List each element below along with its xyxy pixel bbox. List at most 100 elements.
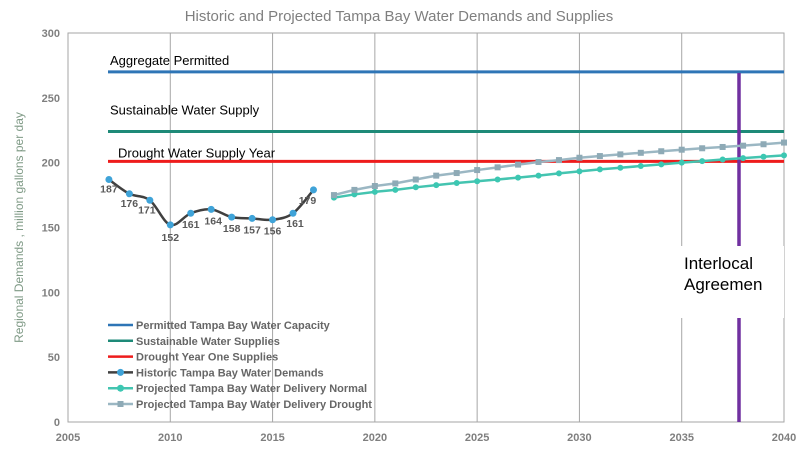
- historic-data-label: 164: [204, 215, 222, 227]
- historic-data-label: 176: [121, 198, 139, 210]
- drought-data-point: [535, 159, 542, 166]
- historic-data-label: 158: [223, 223, 241, 235]
- y-axis-label: Regional Demands , million gallons per d…: [12, 112, 26, 343]
- normal-data-point: [637, 163, 644, 170]
- historic-data-point: [125, 190, 133, 198]
- normal-data-point: [617, 164, 624, 171]
- plot-area: [67, 32, 785, 423]
- drought-data-point: [330, 192, 337, 199]
- normal-data-point: [351, 191, 358, 198]
- normal-data-point: [576, 168, 583, 175]
- y-tick-label: 300: [42, 28, 60, 40]
- historic-data-label: 179: [299, 195, 317, 207]
- legend-entry: Sustainable Water Supplies: [136, 336, 280, 348]
- normal-data-point: [433, 182, 440, 189]
- drought-data-point: [678, 146, 685, 153]
- normal-data-point: [535, 172, 542, 179]
- historic-data-label: 171: [138, 204, 156, 216]
- legend-entry: Projected Tampa Bay Water Delivery Norma…: [136, 383, 367, 395]
- legend-entry: Permitted Tampa Bay Water Capacity: [136, 320, 331, 332]
- drought-data-point: [351, 186, 358, 193]
- x-tick-label: 2035: [669, 432, 693, 444]
- drought-data-point: [781, 139, 787, 146]
- drought-data-point: [412, 176, 419, 183]
- y-tick-label: 150: [42, 223, 60, 235]
- normal-data-point: [474, 178, 481, 185]
- historic-data-point: [248, 214, 256, 222]
- y-tick-label: 50: [48, 352, 60, 364]
- normal-data-point: [453, 180, 460, 187]
- x-tick-label: 2030: [567, 432, 591, 444]
- legend-entry: Historic Tampa Bay Water Demands: [136, 367, 324, 379]
- normal-data-point: [760, 153, 767, 160]
- drought-data-point: [576, 154, 583, 161]
- legend-marker: [117, 401, 124, 407]
- normal-data-point: [740, 155, 747, 162]
- normal-data-point: [392, 186, 399, 193]
- historic-data-label: 161: [182, 219, 200, 231]
- reference-line-label: Aggregate Permitted: [110, 53, 229, 68]
- normal-data-point: [371, 188, 378, 195]
- drought-data-point: [760, 141, 767, 148]
- drought-data-point: [596, 153, 603, 160]
- drought-data-point: [371, 183, 378, 190]
- drought-data-point: [740, 142, 747, 149]
- historic-data-point: [207, 205, 215, 213]
- drought-data-point: [453, 170, 460, 177]
- drought-data-point: [719, 143, 726, 150]
- historic-data-label: 161: [286, 218, 304, 230]
- legend-marker: [117, 384, 124, 392]
- historic-data-point: [289, 209, 297, 217]
- drought-data-point: [658, 148, 665, 155]
- drought-data-point: [494, 164, 501, 171]
- y-tick-label: 200: [42, 158, 60, 170]
- chart-title: Historic and Projected Tampa Bay Water D…: [185, 8, 614, 25]
- historic-data-point: [187, 209, 195, 217]
- historic-data-point: [105, 176, 113, 184]
- x-tick-label: 2040: [772, 432, 796, 444]
- normal-data-point: [412, 184, 419, 191]
- historic-data-label: 156: [264, 226, 282, 238]
- drought-data-point: [699, 145, 706, 152]
- historic-data-point: [146, 196, 154, 204]
- normal-data-point: [555, 170, 562, 177]
- legend-entry: Projected Tampa Bay Water Delivery Droug…: [136, 399, 372, 411]
- normal-data-point: [719, 156, 726, 163]
- normal-data-point: [658, 161, 665, 168]
- annotation-box: [678, 246, 784, 318]
- reference-line-label: Drought Water Supply Year: [118, 145, 276, 160]
- x-tick-label: 2020: [363, 432, 387, 444]
- drought-data-point: [555, 157, 562, 164]
- legend-marker: [117, 368, 124, 376]
- y-tick-label: 0: [54, 417, 60, 429]
- x-tick-label: 2010: [158, 432, 182, 444]
- drought-data-point: [392, 180, 399, 187]
- drought-data-point: [474, 167, 481, 174]
- historic-data-point: [269, 216, 277, 224]
- series-line-drought: [333, 141, 785, 197]
- historic-data-label: 157: [243, 224, 261, 236]
- historic-data-label: 187: [100, 184, 118, 196]
- drought-data-point: [617, 151, 624, 158]
- normal-data-point: [781, 152, 787, 159]
- normal-data-point: [515, 174, 522, 181]
- normal-data-point: [494, 176, 501, 183]
- normal-data-point: [596, 166, 603, 173]
- annotation-text-line2: Agreemen: [684, 275, 762, 294]
- y-tick-label: 100: [42, 287, 60, 299]
- reference-line-label: Sustainable Water Supply: [110, 103, 260, 118]
- x-tick-label: 2025: [465, 432, 489, 444]
- x-tick-label: 2015: [260, 432, 284, 444]
- historic-data-point: [309, 186, 317, 194]
- normal-data-point: [678, 159, 685, 166]
- y-tick-label: 250: [42, 93, 60, 105]
- legend-entry: Drought Year One Supplies: [136, 352, 278, 364]
- historic-data-label: 152: [162, 232, 180, 244]
- normal-data-point: [699, 158, 706, 165]
- annotation-text-line1: Interlocal: [684, 254, 753, 273]
- drought-data-point: [433, 172, 440, 179]
- historic-data-point: [228, 213, 236, 221]
- drought-data-point: [637, 149, 644, 156]
- x-tick-label: 2005: [56, 432, 80, 444]
